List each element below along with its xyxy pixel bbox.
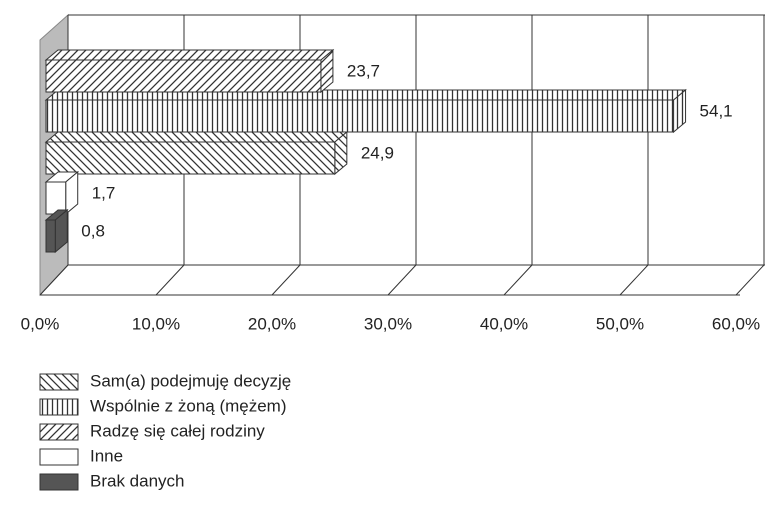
data-label: 54,1 [700, 101, 733, 120]
floor-grid-line [735, 264, 765, 296]
bar [45, 181, 67, 215]
data-label: 23,7 [347, 61, 380, 80]
data-label: 1,7 [92, 183, 116, 202]
legend-label: Sam(a) podejmuję decyzję [90, 371, 291, 390]
x-tick-label: 30,0% [364, 314, 412, 333]
floor-grid-line [503, 264, 533, 296]
bar-top [44, 49, 335, 61]
bar [45, 59, 322, 93]
x-tick-label: 50,0% [596, 314, 644, 333]
floor-grid-line [619, 264, 649, 296]
x-tick-label: 20,0% [248, 314, 296, 333]
floor-grid-line [155, 264, 185, 296]
floor-grid-line [387, 264, 417, 296]
x-tick-label: 10,0% [132, 314, 180, 333]
legend-label: Inne [90, 446, 123, 465]
legend-label: Wspólnie z żoną (mężem) [90, 396, 287, 415]
bar [45, 99, 675, 133]
legend-swatch [39, 373, 79, 391]
legend-label: Radzę się całej rodziny [90, 421, 265, 440]
x-tick-label: 40,0% [480, 314, 528, 333]
floor-grid-line [271, 264, 301, 296]
bar [45, 141, 336, 175]
bar [45, 219, 56, 253]
legend-swatch [39, 448, 79, 466]
data-label: 24,9 [361, 143, 394, 162]
legend-label: Brak danych [90, 471, 185, 490]
legend-swatch [39, 398, 79, 416]
legend-swatch [39, 423, 79, 441]
legend-swatch [39, 473, 79, 491]
x-tick-label: 60,0% [712, 314, 760, 333]
x-tick-label: 0,0% [21, 314, 60, 333]
floor-grid-line [39, 264, 69, 296]
data-label: 0,8 [81, 221, 105, 240]
bar-top [44, 131, 349, 143]
